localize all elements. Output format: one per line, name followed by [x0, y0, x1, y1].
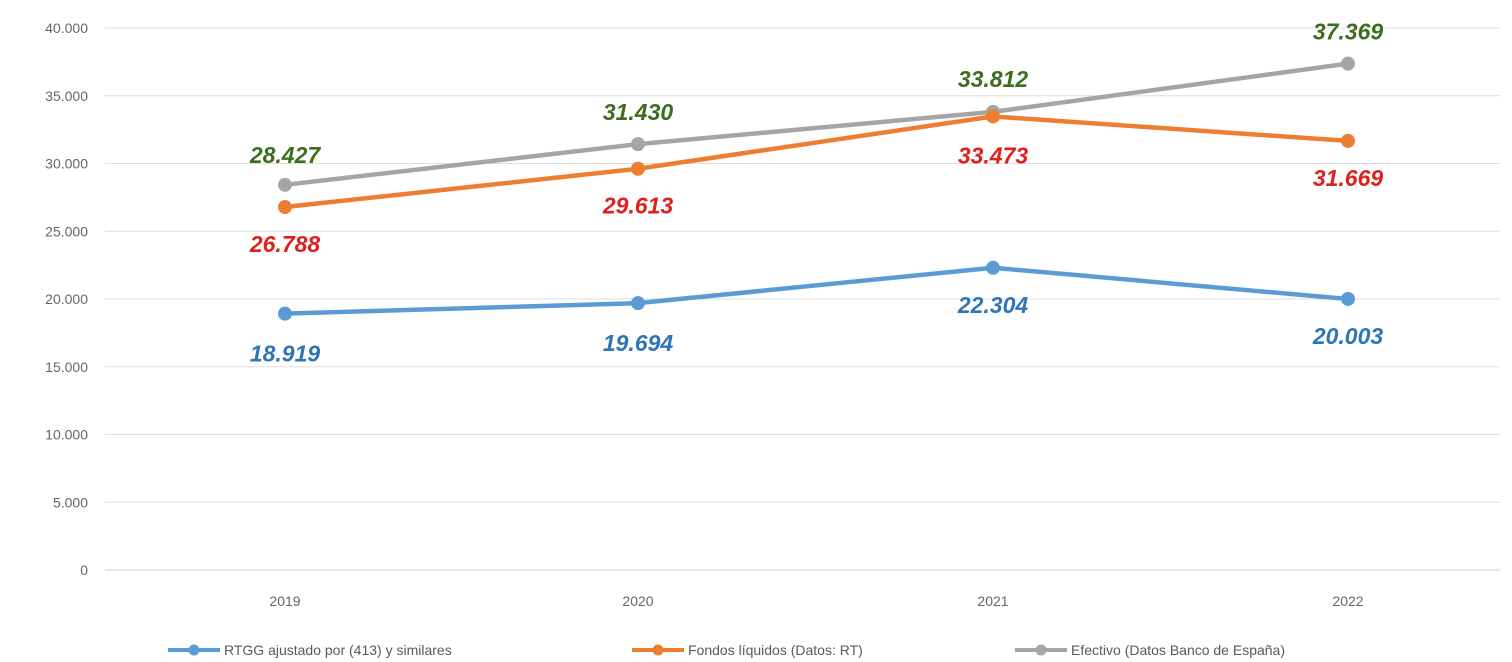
data-label: 31.430	[603, 99, 674, 125]
data-label: 26.788	[249, 231, 321, 257]
y-axis-tick-labels: 0 5.000 10.000 15.000 20.000 25.000 30.000 35.0…	[45, 20, 88, 578]
data-label: 20.003	[1312, 323, 1384, 349]
y-tick-label: 35.000	[45, 88, 88, 104]
x-axis-tick-labels: 2019 2020 2021 2022	[269, 593, 1363, 609]
series-line	[282, 265, 1351, 316]
legend-marker	[652, 644, 664, 656]
legend: RTGG ajustado por (413) y similares Fondo…	[168, 642, 1285, 658]
data-point	[278, 306, 292, 321]
data-label: 28.427	[249, 142, 322, 168]
data-point	[1341, 133, 1355, 148]
data-label: 19.694	[603, 330, 674, 356]
data-point	[1341, 291, 1355, 306]
y-tick-label: 10.000	[45, 427, 88, 443]
x-tick-label: 2020	[622, 593, 653, 609]
data-point	[631, 296, 645, 311]
x-tick-label: 2022	[1332, 593, 1363, 609]
data-point	[631, 137, 645, 152]
y-tick-label: 30.000	[45, 156, 88, 172]
legend-entry: Efectivo (Datos Banco de España)	[1071, 642, 1285, 658]
x-tick-label: 2021	[977, 593, 1008, 609]
data-label: 37.369	[1313, 19, 1384, 45]
legend-entry: Fondos líquidos (Datos: RT)	[688, 642, 863, 658]
y-tick-label: 5.000	[53, 494, 88, 510]
data-label: 18.919	[250, 341, 321, 367]
data-point	[986, 109, 1000, 124]
data-label: 33.812	[958, 66, 1029, 92]
y-tick-label: 15.000	[45, 359, 88, 375]
data-label: 22.304	[957, 292, 1029, 318]
legend-marker	[1035, 644, 1047, 656]
y-tick-label: 0	[80, 562, 88, 578]
data-label: 29.613	[602, 193, 674, 219]
series-line	[282, 61, 1351, 188]
data-point	[278, 200, 292, 215]
series-lines	[282, 61, 1351, 316]
data-label: 33.473	[958, 142, 1029, 168]
data-point	[1341, 56, 1355, 71]
y-tick-label: 20.000	[45, 291, 88, 307]
x-tick-label: 2019	[269, 593, 300, 609]
series-points	[278, 56, 1355, 321]
series-line	[282, 114, 1351, 210]
gridlines	[105, 27, 1500, 571]
data-label: 31.669	[1313, 165, 1384, 191]
data-point	[631, 161, 645, 176]
y-tick-label: 40.000	[45, 20, 88, 36]
legend-marker	[188, 644, 200, 656]
legend-entry: RTGG ajustado por (413) y similares	[224, 642, 452, 658]
y-tick-label: 25.000	[45, 223, 88, 239]
data-point	[278, 177, 292, 192]
data-point	[986, 260, 1000, 275]
data-labels: 18.919 19.694 22.304 20.003 26.788 29.613 33.4…	[249, 19, 1384, 367]
